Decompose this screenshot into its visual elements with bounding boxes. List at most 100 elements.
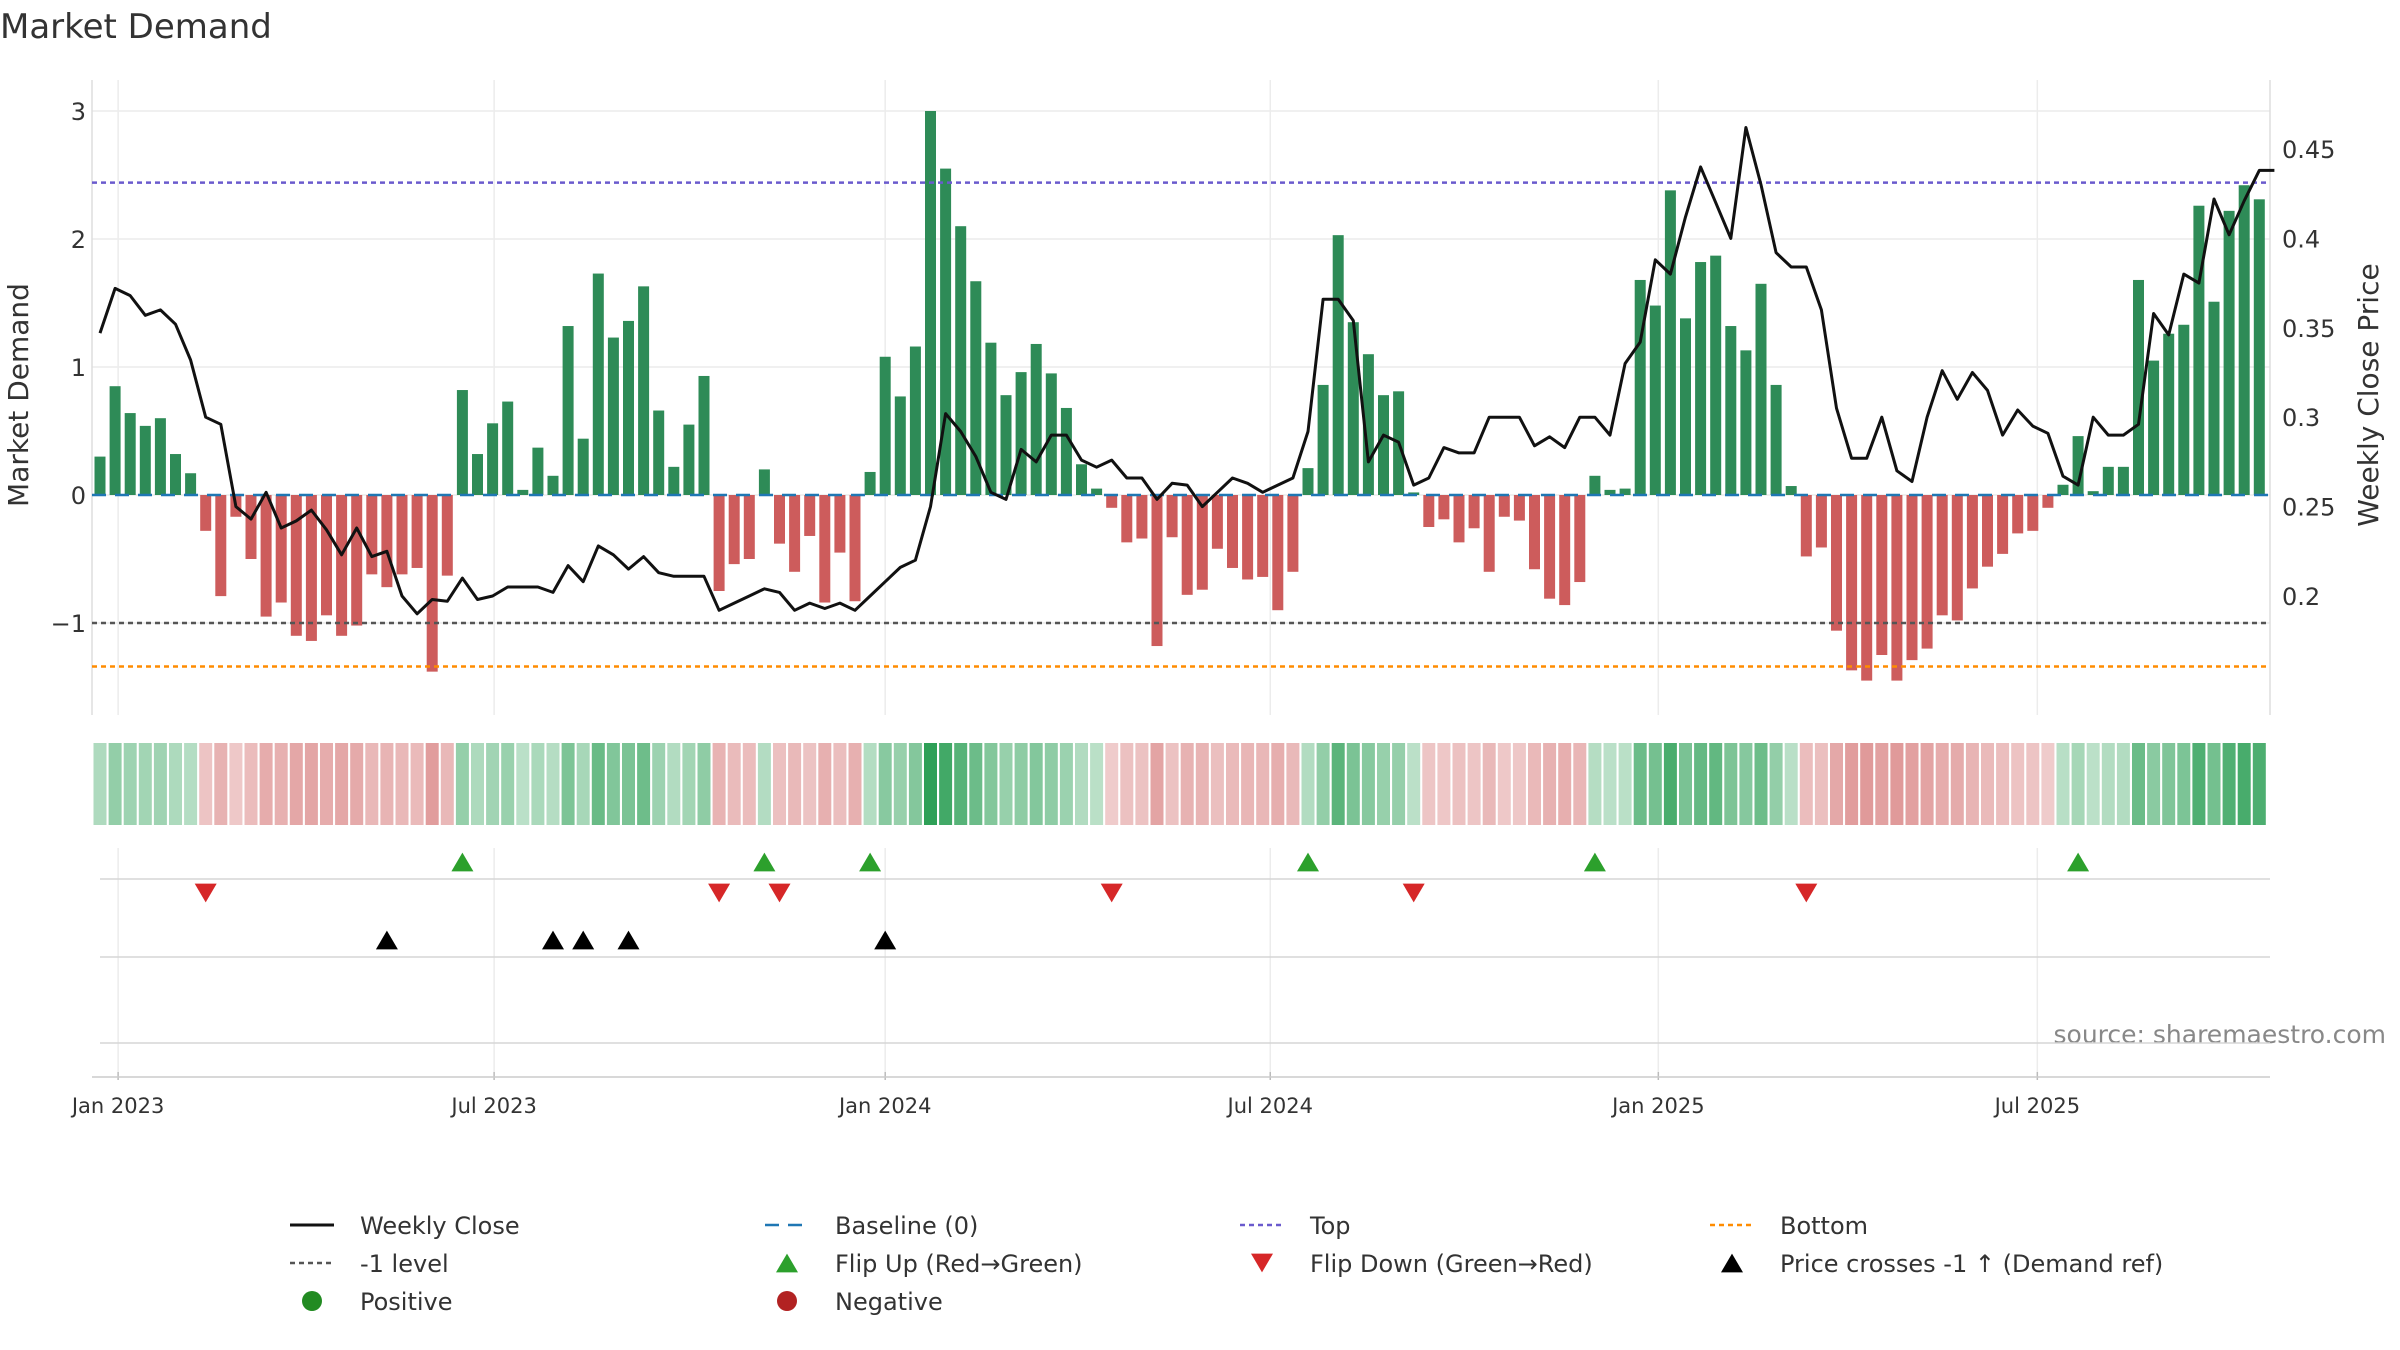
demand-bar <box>2102 466 2114 495</box>
demand-bar <box>698 375 710 495</box>
demand-bar <box>1680 318 1691 495</box>
flip-down-marker <box>1100 883 1123 903</box>
legend-swatch-triangle-up <box>1721 1253 1743 1273</box>
strip-cell <box>1618 743 1632 825</box>
strip-cell <box>1407 743 1421 825</box>
demand-bar <box>955 226 967 495</box>
y-tick-label: 3 <box>71 98 86 126</box>
strip-cell <box>1905 743 1919 825</box>
demand-bar <box>1906 495 1918 661</box>
strip-cell <box>1437 743 1451 825</box>
demand-bar <box>925 111 936 495</box>
demand-bar <box>1951 495 1963 621</box>
strip-cell <box>576 743 590 825</box>
demand-bar <box>2027 495 2039 531</box>
strip-cell <box>803 743 817 825</box>
price-cross-marker <box>617 930 640 950</box>
strip-cell <box>274 743 288 825</box>
strip-cell <box>652 743 666 825</box>
demand-bar <box>1544 495 1556 599</box>
price-cross-marker <box>874 930 897 950</box>
strip-cell <box>1195 743 1209 825</box>
legend-label: Flip Down (Green→Red) <box>1310 1250 1593 1278</box>
demand-bar <box>1997 495 2009 554</box>
demand-bar <box>1317 384 1329 495</box>
strip-cell <box>1452 743 1466 825</box>
strip-cell <box>244 743 258 825</box>
demand-bar <box>245 495 257 559</box>
strip-cell <box>546 743 560 825</box>
demand-bar <box>1181 495 1193 595</box>
strip-cell <box>184 743 198 825</box>
strip-cell <box>335 743 349 825</box>
y2-tick-label: 0.2 <box>2282 583 2320 611</box>
strip-cell <box>1331 743 1345 825</box>
demand-bar <box>789 495 801 572</box>
demand-bar <box>1438 495 1450 520</box>
strip-cell <box>1679 743 1692 825</box>
strip-cell <box>1301 743 1315 825</box>
strip-cell <box>1014 743 1028 825</box>
demand-bar <box>1423 495 1435 527</box>
strip-cell <box>108 743 122 825</box>
demand-bar <box>215 495 227 597</box>
x-tick-label: Jan 2024 <box>837 1094 932 1118</box>
strip-cell <box>1814 743 1828 825</box>
demand-bar <box>1604 489 1616 495</box>
demand-bar <box>909 346 921 495</box>
legend-label: Positive <box>360 1288 453 1316</box>
strip-cell <box>863 743 877 825</box>
demand-bar <box>2117 466 2129 495</box>
y2-tick-label: 0.4 <box>2282 225 2320 253</box>
strip-cell <box>1422 743 1436 825</box>
flip-down-marker <box>1402 883 1425 903</box>
demand-bar <box>2133 279 2144 495</box>
price-line <box>98 126 2275 616</box>
strip-cell <box>1150 743 1164 825</box>
demand-bar <box>1136 495 1148 539</box>
strip-cell <box>1769 743 1783 825</box>
demand-bar <box>1831 495 1842 631</box>
strip-cell <box>742 743 756 825</box>
strip-cell <box>2222 743 2236 825</box>
demand-bar <box>1302 468 1314 495</box>
demand-bar <box>517 489 529 495</box>
strip-cell <box>1784 743 1798 825</box>
demand-bar <box>638 286 650 495</box>
strip-cell <box>1482 743 1496 825</box>
legend-label: Top <box>1309 1212 1351 1240</box>
strip-cell <box>486 743 500 825</box>
strip-cell <box>2147 743 2161 825</box>
strip-cell <box>893 743 907 825</box>
demand-bar <box>154 418 166 495</box>
strip-cell <box>969 743 983 825</box>
demand-bar <box>2148 360 2160 495</box>
demand-bar <box>200 495 212 531</box>
demand-bar <box>653 410 665 495</box>
demand-bar <box>1272 495 1284 611</box>
legend-swatch-dot <box>777 1291 797 1311</box>
strip-cell <box>2071 743 2085 825</box>
demand-bar <box>834 495 846 553</box>
flip-up-marker <box>1583 852 1606 872</box>
demand-bar <box>109 386 121 495</box>
demand-bar <box>396 495 408 575</box>
strip-cell <box>908 743 922 825</box>
strip-cell <box>1512 743 1526 825</box>
y2-tick-label: 0.3 <box>2282 404 2320 432</box>
demand-bar <box>1876 495 1888 655</box>
legend-label: Negative <box>835 1288 943 1316</box>
strip-cell <box>1226 743 1239 825</box>
demand-bar <box>94 456 106 495</box>
strip-cell <box>2101 743 2115 825</box>
demand-bar <box>290 495 302 636</box>
demand-bar <box>1242 495 1254 580</box>
demand-bar <box>170 454 181 495</box>
strip-cell <box>2041 743 2055 825</box>
demand-bar <box>321 495 332 616</box>
strip-cell <box>773 743 786 825</box>
strip-cell <box>1860 743 1874 825</box>
strip-cell <box>169 743 182 825</box>
flip-up-marker <box>753 852 776 872</box>
strip-cell <box>1799 743 1813 825</box>
